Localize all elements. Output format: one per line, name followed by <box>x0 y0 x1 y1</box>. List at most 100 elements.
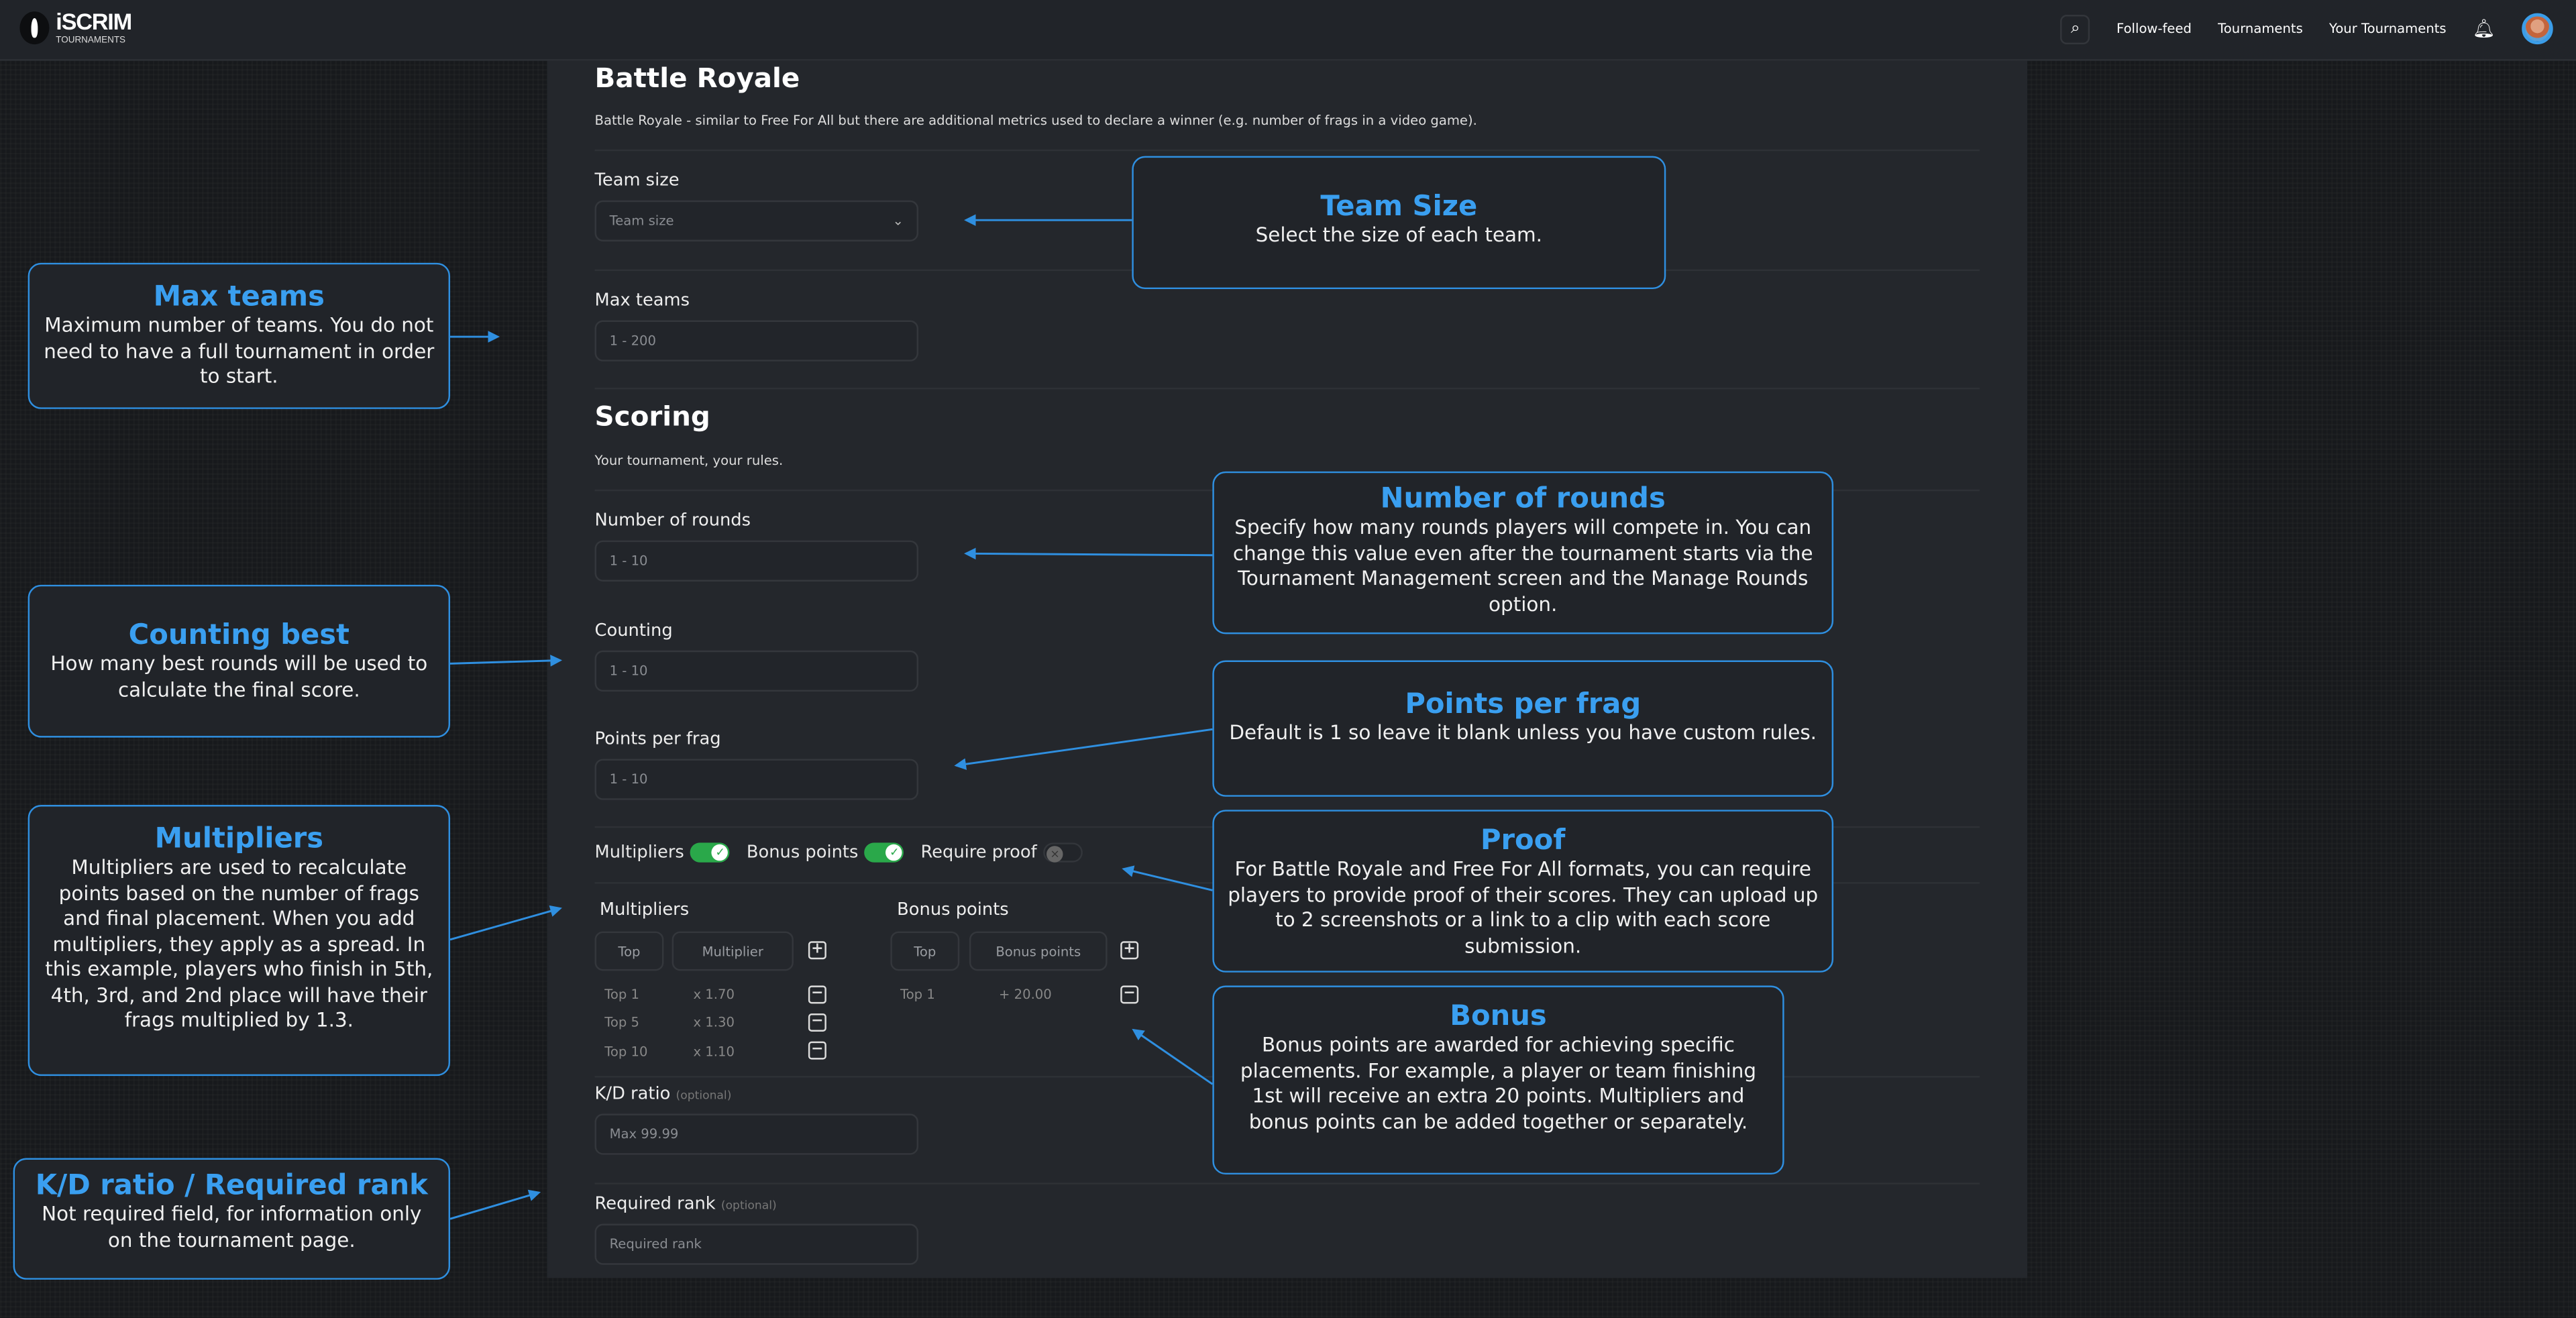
arrow <box>449 655 563 667</box>
toggle-switch-on[interactable] <box>690 842 731 863</box>
toggle-switch-on[interactable] <box>865 842 904 863</box>
nav-your-tournaments[interactable]: Your Tournaments <box>2328 21 2447 36</box>
callout-title: Multipliers <box>154 822 324 856</box>
callout-points-per-frag: Points per frag Default is 1 so leave it … <box>1212 660 1834 797</box>
callout-title: K/D ratio / Required rank <box>35 1169 428 1203</box>
remove-bonus-icon[interactable]: − <box>1120 985 1139 1004</box>
multiplier-value-input[interactable]: Multiplier <box>672 931 794 971</box>
logo[interactable]: iSCRIM TOURNAMENTS <box>19 8 132 46</box>
callout-max-teams: Max teams Maximum number of teams. You do… <box>28 262 451 409</box>
multiplier-row-value: x 1.30 <box>693 1015 735 1030</box>
callout-multipliers: Multipliers Multipliers are used to recal… <box>28 805 451 1077</box>
callout-title: Max teams <box>153 280 325 314</box>
bonus-value-input[interactable]: Bonus points <box>969 931 1108 971</box>
bonus-row-top: Top 1 <box>900 987 935 1002</box>
multipliers-title: Multipliers <box>599 900 690 920</box>
callout-title: Number of rounds <box>1380 483 1666 516</box>
toggle-label: Bonus points <box>746 842 859 863</box>
rounds-input[interactable]: 1 - 10 <box>594 540 918 582</box>
divider <box>594 387 1980 390</box>
remove-multiplier-icon[interactable]: − <box>808 985 826 1004</box>
callout-counting-best: Counting best How many best rounds will b… <box>28 584 451 738</box>
callout-team-size: Team Size Select the size of each team. <box>1132 156 1666 290</box>
callout-text: Maximum number of teams. You do not need… <box>44 313 435 388</box>
points-per-frag-label: Points per frag <box>594 729 721 749</box>
arrow <box>954 728 1213 770</box>
scoring-subtitle: Your tournament, your rules. <box>594 453 784 468</box>
callout-text: Multipliers are used to recalculate poin… <box>45 855 433 1032</box>
rank-label-text: Required rank <box>594 1194 716 1214</box>
nav-tournaments[interactable]: Tournaments <box>2218 21 2303 36</box>
add-multiplier-icon[interactable]: + <box>808 941 826 960</box>
rounds-label: Number of rounds <box>594 510 751 531</box>
toggle-switch-off[interactable] <box>1043 842 1083 863</box>
team-size-label: Team size <box>594 170 680 191</box>
arrow <box>1122 865 1213 891</box>
multiplier-row-value: x 1.10 <box>693 1044 735 1060</box>
bonus-top-input[interactable]: Top <box>890 931 960 971</box>
counting-input[interactable]: 1 - 10 <box>594 650 918 692</box>
divider <box>594 1183 1980 1185</box>
required-rank-input[interactable]: Required rank <box>594 1223 918 1265</box>
callout-text: For Battle Royale and Free For All forma… <box>1228 857 1819 957</box>
optional-tag: (optional) <box>676 1089 732 1103</box>
counting-label: Counting <box>594 620 673 641</box>
chevron-down-icon: ⌄ <box>892 213 904 229</box>
max-teams-input[interactable]: 1 - 200 <box>594 320 918 362</box>
top-navbar: iSCRIM TOURNAMENTS ⌕ Follow-feed Tourname… <box>0 0 2576 61</box>
callout-text: Bonus points are awarded for achieving s… <box>1240 1033 1757 1133</box>
callout-kd-rank: K/D ratio / Required rank Not required fi… <box>13 1158 451 1280</box>
team-size-placeholder: Team size <box>609 213 674 229</box>
multiplier-row-top: Top 5 <box>604 1015 640 1030</box>
remove-multiplier-icon[interactable]: − <box>808 1041 826 1060</box>
callout-text: Specify how many rounds players will com… <box>1232 515 1813 616</box>
logo-text: iSCRIM <box>56 8 132 35</box>
remove-multiplier-icon[interactable]: − <box>808 1013 826 1032</box>
multiplier-row-top: Top 1 <box>604 987 640 1002</box>
required-rank-label: Required rank (optional) <box>595 1194 777 1213</box>
points-per-frag-input[interactable]: 1 - 10 <box>594 759 918 800</box>
arrow <box>449 905 562 941</box>
multiplier-row-value: x 1.70 <box>693 987 735 1002</box>
scoring-title: Scoring <box>594 400 710 433</box>
bonus-points-title: Bonus points <box>897 900 1009 920</box>
callout-title: Points per frag <box>1405 688 1642 722</box>
callout-title: Counting best <box>128 619 350 653</box>
arrow <box>964 547 1213 560</box>
bonus-points-toggle[interactable]: Bonus points <box>746 842 904 863</box>
callout-bonus: Bonus Bonus points are awarded for achiev… <box>1212 985 1784 1175</box>
search-icon[interactable]: ⌕ <box>2060 13 2090 44</box>
callout-title: Proof <box>1481 824 1566 858</box>
callout-proof: Proof For Battle Royale and Free For All … <box>1212 810 1834 973</box>
callout-text: How many best rounds will be used to cal… <box>50 652 428 701</box>
kd-ratio-label: K/D ratio (optional) <box>595 1084 732 1103</box>
toggle-label: Multipliers <box>594 842 684 863</box>
bonus-row-value: + 20.00 <box>998 987 1052 1002</box>
page-title: Battle Royale <box>594 62 800 94</box>
max-teams-label: Max teams <box>594 290 690 311</box>
add-bonus-icon[interactable]: + <box>1120 941 1139 960</box>
divider <box>594 149 1980 152</box>
multiplier-top-input[interactable]: Top <box>594 931 664 971</box>
require-proof-toggle[interactable]: Require proof <box>920 842 1083 863</box>
logo-subtext: TOURNAMENTS <box>56 36 126 46</box>
multiplier-row-top: Top 10 <box>604 1044 648 1060</box>
callout-rounds: Number of rounds Specify how many rounds … <box>1212 471 1834 635</box>
optional-tag: (optional) <box>720 1199 777 1213</box>
callout-text: Select the size of each team. <box>1255 223 1542 247</box>
kd-label-text: K/D ratio <box>594 1084 671 1104</box>
callout-title: Bonus <box>1450 1000 1547 1034</box>
nav-follow-feed[interactable]: Follow-feed <box>2116 21 2192 36</box>
kd-ratio-input[interactable]: Max 99.99 <box>594 1113 918 1155</box>
avatar[interactable] <box>2522 13 2553 45</box>
callout-title: Team Size <box>1320 190 1478 224</box>
team-size-select[interactable]: Team size ⌄ <box>594 200 918 242</box>
arrow <box>449 1189 541 1220</box>
toggle-label: Require proof <box>920 842 1037 863</box>
logo-icon <box>19 11 50 44</box>
multipliers-toggle[interactable]: Multipliers <box>594 842 731 863</box>
callout-text: Default is 1 so leave it blank unless yo… <box>1229 721 1817 745</box>
arrow <box>1132 1028 1214 1085</box>
bell-icon[interactable]: 🔔︎ <box>2472 17 2496 40</box>
